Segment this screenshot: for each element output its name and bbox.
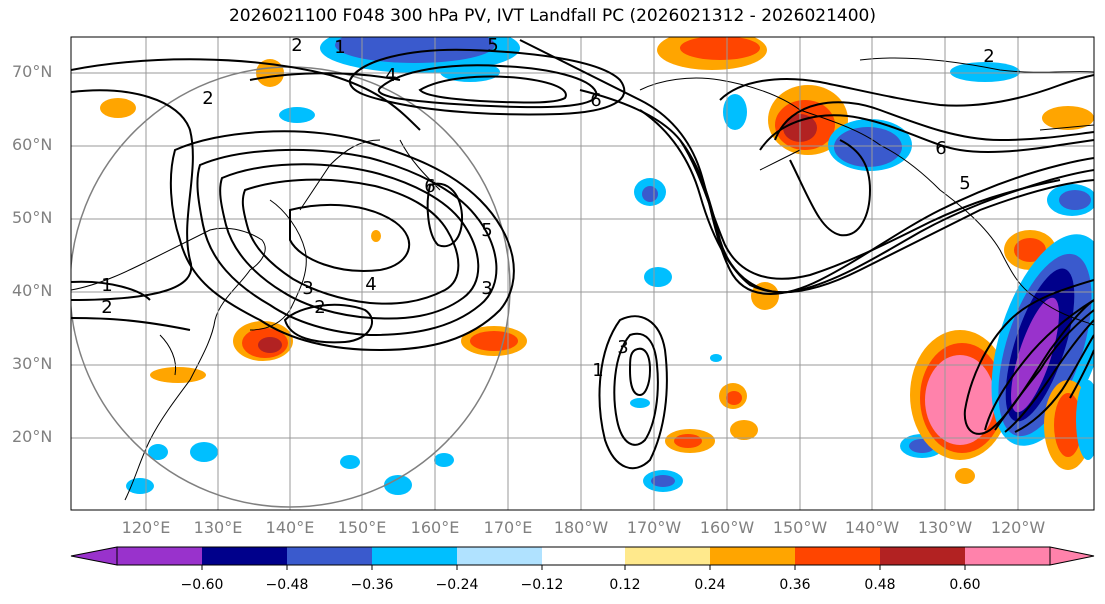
contour-label: 2 bbox=[101, 297, 112, 318]
lat-label-20n: 20°N bbox=[12, 427, 53, 446]
lat-label-40n: 40°N bbox=[12, 281, 53, 300]
contour-label: 1 bbox=[334, 37, 345, 58]
map-frame bbox=[70, 36, 1095, 511]
lat-label-60n: 60°N bbox=[12, 135, 53, 154]
lon-label: 120°W bbox=[990, 518, 1046, 537]
lon-label: 160°W bbox=[699, 518, 755, 537]
colorbar-tick-label: −0.36 bbox=[350, 577, 394, 593]
lon-label: 180°W bbox=[553, 518, 609, 537]
lon-label: 170°W bbox=[626, 518, 682, 537]
ivt-contours bbox=[71, 39, 1094, 470]
contour-label: 5 bbox=[481, 220, 492, 241]
contour-label: 5 bbox=[487, 35, 498, 56]
contour-label: 2 bbox=[314, 297, 325, 318]
coastlines bbox=[71, 57, 1094, 501]
lat-label-30n: 30°N bbox=[12, 354, 53, 373]
contour-label: 2 bbox=[983, 46, 994, 67]
colorbar bbox=[70, 546, 1095, 570]
lat-label-50n: 50°N bbox=[12, 208, 53, 227]
contour-labels: 2 1 2 3 4 5 6 2 3 5 6 1 3 2 6 5 4 1 2 bbox=[101, 35, 994, 381]
contour-label: 6 bbox=[590, 90, 601, 111]
pv-shading bbox=[100, 37, 1094, 495]
colorbar-tick-label: −0.24 bbox=[435, 577, 479, 593]
contour-label: 6 bbox=[424, 176, 435, 197]
contour-label: 5 bbox=[959, 173, 970, 194]
lon-label: 130°W bbox=[917, 518, 973, 537]
colorbar-tick-label: −0.48 bbox=[265, 577, 309, 593]
contour-label: 3 bbox=[617, 337, 628, 358]
colorbar-tick-label: −0.12 bbox=[520, 577, 564, 593]
lon-label: 160°E bbox=[410, 518, 460, 537]
contour-label: 1 bbox=[592, 360, 603, 381]
lon-label: 140°E bbox=[265, 518, 315, 537]
contour-label: 4 bbox=[385, 65, 396, 86]
lon-label: 120°E bbox=[121, 518, 171, 537]
colorbar-tick-label: 0.12 bbox=[609, 577, 641, 593]
lon-label: 170°E bbox=[483, 518, 533, 537]
contour-label: 6 bbox=[935, 138, 946, 159]
map-title: 2026021100 F048 300 hPa PV, IVT Landfall… bbox=[228, 6, 876, 26]
colorbar-tick-label: 0.24 bbox=[694, 577, 726, 593]
colorbar-tick-label: −0.60 bbox=[180, 577, 224, 593]
contour-label: 2 bbox=[202, 88, 213, 109]
lon-label: 150°E bbox=[337, 518, 387, 537]
contour-label: 3 bbox=[302, 278, 313, 299]
colorbar-tick-label: 0.48 bbox=[864, 577, 896, 593]
lon-label: 140°W bbox=[844, 518, 900, 537]
contour-label: 4 bbox=[365, 274, 376, 295]
contour-label: 3 bbox=[481, 278, 492, 299]
lat-label-70n: 70°N bbox=[12, 62, 53, 81]
colorbar-tick-label: 0.60 bbox=[949, 577, 981, 593]
colorbar-tick-label: 0.36 bbox=[779, 577, 811, 593]
contour-label: 2 bbox=[291, 35, 302, 56]
lon-label: 150°W bbox=[772, 518, 828, 537]
graticule bbox=[71, 37, 1094, 510]
contour-label: 1 bbox=[101, 275, 112, 296]
lon-label: 130°E bbox=[193, 518, 243, 537]
